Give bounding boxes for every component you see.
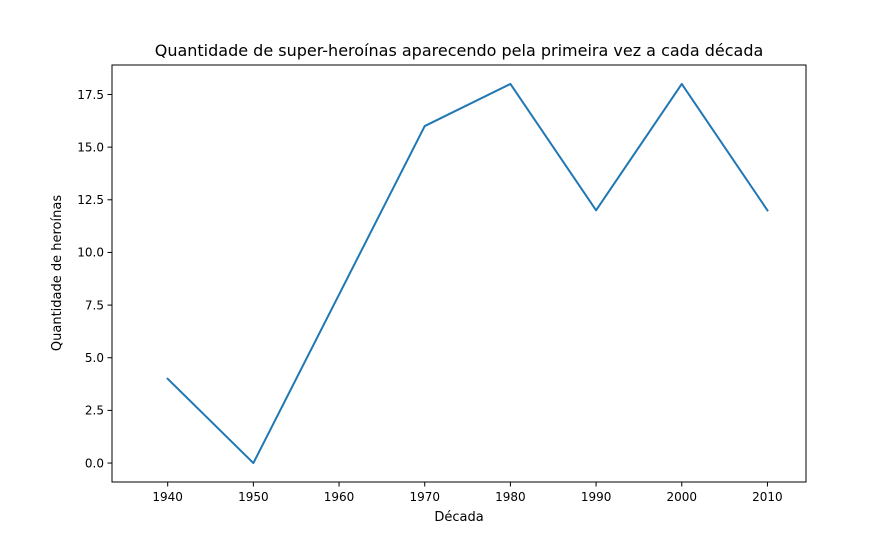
x-axis-label: Década [434,510,483,525]
y-tick-label: 7.5 [85,298,104,312]
plot-area: 1940 1950 1960 1970 1980 1990 2000 2010 0.0 2.5 5.… [77,64,807,504]
axes-frame [111,64,807,483]
y-tick-label: 2.5 [85,404,104,418]
x-tick-label: 1990 [581,490,612,504]
x-tick-label: 2000 [666,490,697,504]
x-tick-label: 1940 [152,490,183,504]
series-line [166,82,769,465]
y-tick-label: 12.5 [77,193,104,207]
x-tick-label: 2010 [752,490,783,504]
y-axis-label: Quantidade de heroínas [50,195,65,351]
x-tick-label: 1980 [495,490,526,504]
y-tick-label: 5.0 [85,351,104,365]
x-tick-label: 1950 [238,490,269,504]
y-tick-label: 15.0 [77,140,104,154]
chart-title: Quantidade de super-heroínas aparecendo … [155,41,764,60]
y-tick-label: 0.0 [85,456,104,470]
x-tick-label: 1960 [324,490,355,504]
y-tick-label: 17.5 [77,88,104,102]
x-tick-label: 1970 [409,490,440,504]
y-tick-label: 10.0 [77,246,104,260]
